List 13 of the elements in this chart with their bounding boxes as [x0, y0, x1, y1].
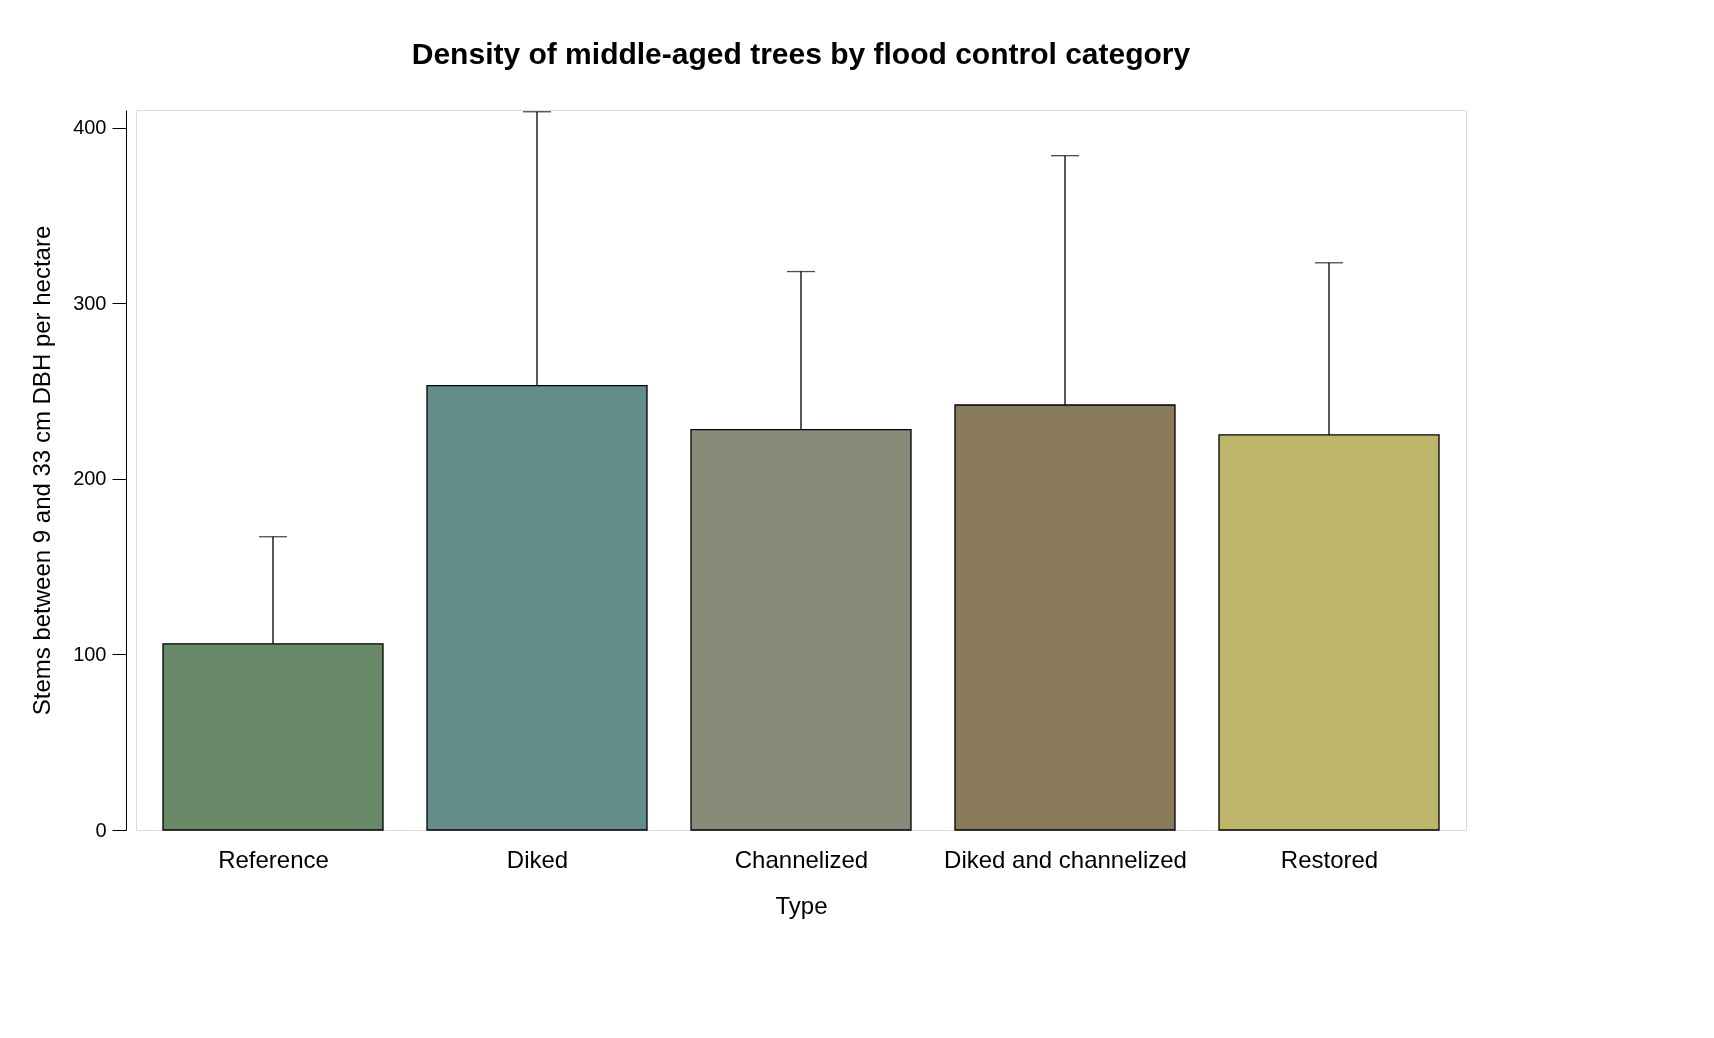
x-axis-title: Type [775, 891, 828, 919]
y-tick-label: 100 [73, 642, 107, 665]
x-tick-label: Restored [1280, 845, 1379, 873]
chart-title: Density of middle-aged trees by flood control category [411, 37, 1191, 70]
y-tick-label: 300 [73, 291, 107, 314]
x-tick-label: Diked [506, 845, 569, 873]
x-tick-label: Channelized [734, 845, 869, 873]
y-tick-label: 0 [95, 818, 107, 841]
y-axis-title: Stems between 9 and 33 cm DBH per hectare [28, 225, 56, 716]
x-tick-label: Reference [218, 845, 329, 873]
x-tick-label: Diked and channelized [944, 845, 1187, 873]
y-tick-label: 400 [73, 116, 107, 139]
y-tick-label: 200 [73, 467, 107, 490]
